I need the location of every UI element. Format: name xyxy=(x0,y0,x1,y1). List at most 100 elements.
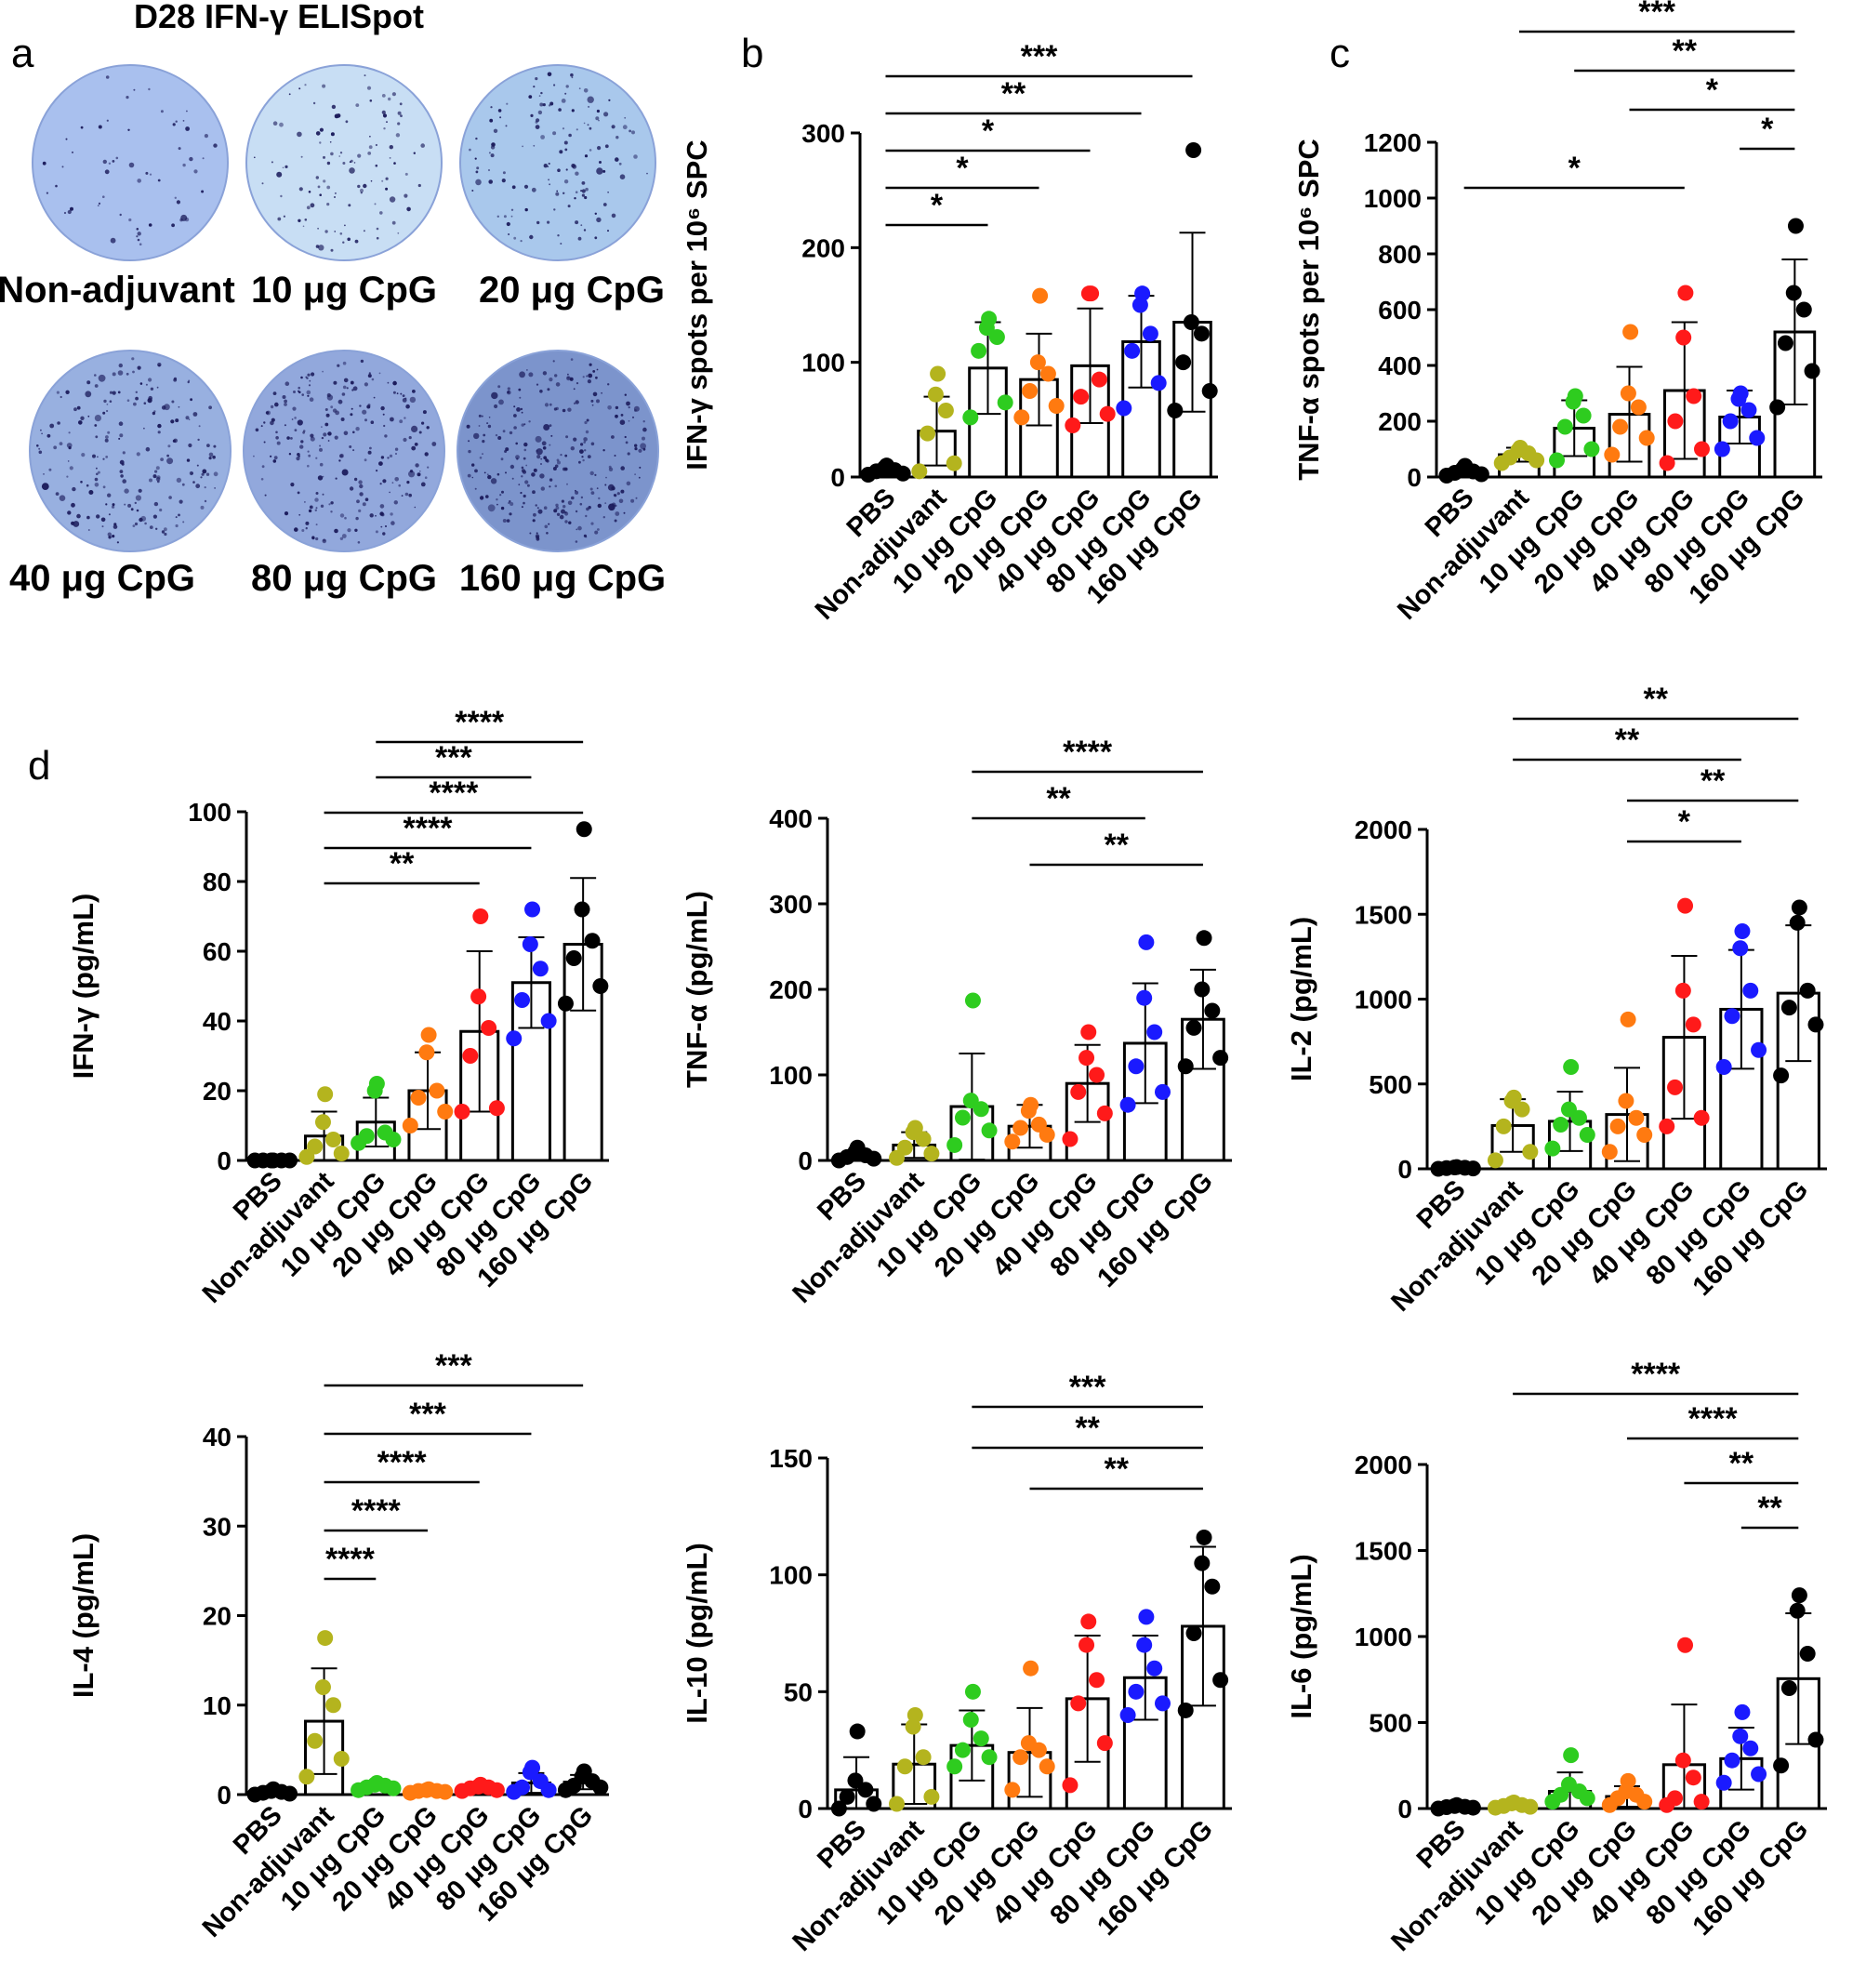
spot xyxy=(338,155,341,157)
data-point xyxy=(1196,1529,1212,1545)
spot xyxy=(382,113,388,118)
spot xyxy=(334,528,338,534)
spot xyxy=(373,396,376,399)
spot xyxy=(582,376,585,378)
spot xyxy=(611,435,615,439)
spot xyxy=(213,444,217,448)
spot xyxy=(385,177,389,180)
data-point xyxy=(1799,982,1816,999)
spot xyxy=(308,191,311,193)
spot xyxy=(166,454,170,457)
data-point xyxy=(847,1772,864,1789)
spot xyxy=(354,528,358,532)
spot xyxy=(171,223,176,228)
spot xyxy=(112,505,115,509)
data-point xyxy=(1029,354,1046,371)
data-point xyxy=(1715,1059,1732,1075)
spot xyxy=(408,493,413,497)
spot xyxy=(149,478,152,483)
spot xyxy=(66,475,69,478)
data-point xyxy=(1134,285,1151,302)
spot xyxy=(408,470,416,478)
spot xyxy=(487,504,496,512)
spot xyxy=(564,454,568,457)
data-point xyxy=(954,1109,971,1126)
spot xyxy=(529,234,534,240)
data-point xyxy=(962,409,979,426)
spot xyxy=(323,432,327,437)
spot xyxy=(565,435,569,439)
data-point xyxy=(1070,1695,1087,1712)
data-point xyxy=(1549,452,1566,469)
spot xyxy=(583,88,589,93)
spot xyxy=(294,417,297,419)
spot xyxy=(179,218,183,222)
spot xyxy=(103,399,107,404)
spot xyxy=(552,131,557,136)
spot xyxy=(204,486,206,489)
spot xyxy=(602,516,605,519)
spot xyxy=(356,499,360,504)
spot xyxy=(152,411,156,416)
spot xyxy=(402,394,405,397)
spot xyxy=(121,462,125,466)
figure-title: D28 IFN-γ ELISpot xyxy=(134,0,424,35)
spot xyxy=(342,162,346,165)
spot xyxy=(401,495,404,497)
spot xyxy=(53,445,58,450)
data-point xyxy=(923,1788,940,1805)
data-point xyxy=(317,1630,334,1647)
chart-c: 0 200 400 600 800 1000 1200 TNF-α spots per 10⁶… xyxy=(1292,0,1822,626)
data-point xyxy=(532,961,549,977)
spot xyxy=(628,406,630,409)
spot xyxy=(376,470,378,472)
spot xyxy=(389,145,393,150)
data-point xyxy=(962,1093,979,1109)
spot xyxy=(310,203,315,208)
spot xyxy=(603,112,609,117)
spot xyxy=(396,392,399,395)
spot xyxy=(626,481,631,486)
spot xyxy=(106,119,109,122)
spot xyxy=(347,528,351,533)
spot xyxy=(536,532,538,535)
spot xyxy=(126,372,129,376)
data-point xyxy=(1622,324,1639,340)
spot xyxy=(521,411,523,414)
spot xyxy=(581,189,586,193)
spot xyxy=(505,471,507,474)
y-axis-title: IFN-γ spots per 10⁶ SPC xyxy=(681,139,713,470)
spot xyxy=(357,541,361,544)
spot xyxy=(137,365,141,370)
spot xyxy=(607,405,612,410)
spot xyxy=(588,105,590,108)
spot xyxy=(364,74,366,77)
spot xyxy=(119,213,122,217)
data-point xyxy=(514,1779,531,1796)
data-point xyxy=(879,457,895,474)
spot xyxy=(467,473,471,478)
spot xyxy=(558,108,562,112)
data-point xyxy=(1080,1024,1097,1040)
spot xyxy=(317,185,321,189)
spot xyxy=(364,497,369,501)
y-axis-title: IL-10 (pg/mL) xyxy=(681,1543,713,1724)
spot xyxy=(562,467,566,471)
spot xyxy=(127,503,132,508)
data-point xyxy=(1089,1067,1105,1083)
spot xyxy=(626,401,630,406)
spot xyxy=(562,192,565,194)
data-point xyxy=(1556,418,1573,435)
spot xyxy=(584,449,587,452)
spot xyxy=(500,506,505,510)
spot xyxy=(382,532,386,536)
spot xyxy=(408,436,412,440)
spot xyxy=(468,440,470,443)
spot xyxy=(343,378,349,383)
spot xyxy=(582,458,585,462)
spot xyxy=(139,243,142,246)
spot xyxy=(119,433,124,438)
significance-label: * xyxy=(956,151,969,186)
